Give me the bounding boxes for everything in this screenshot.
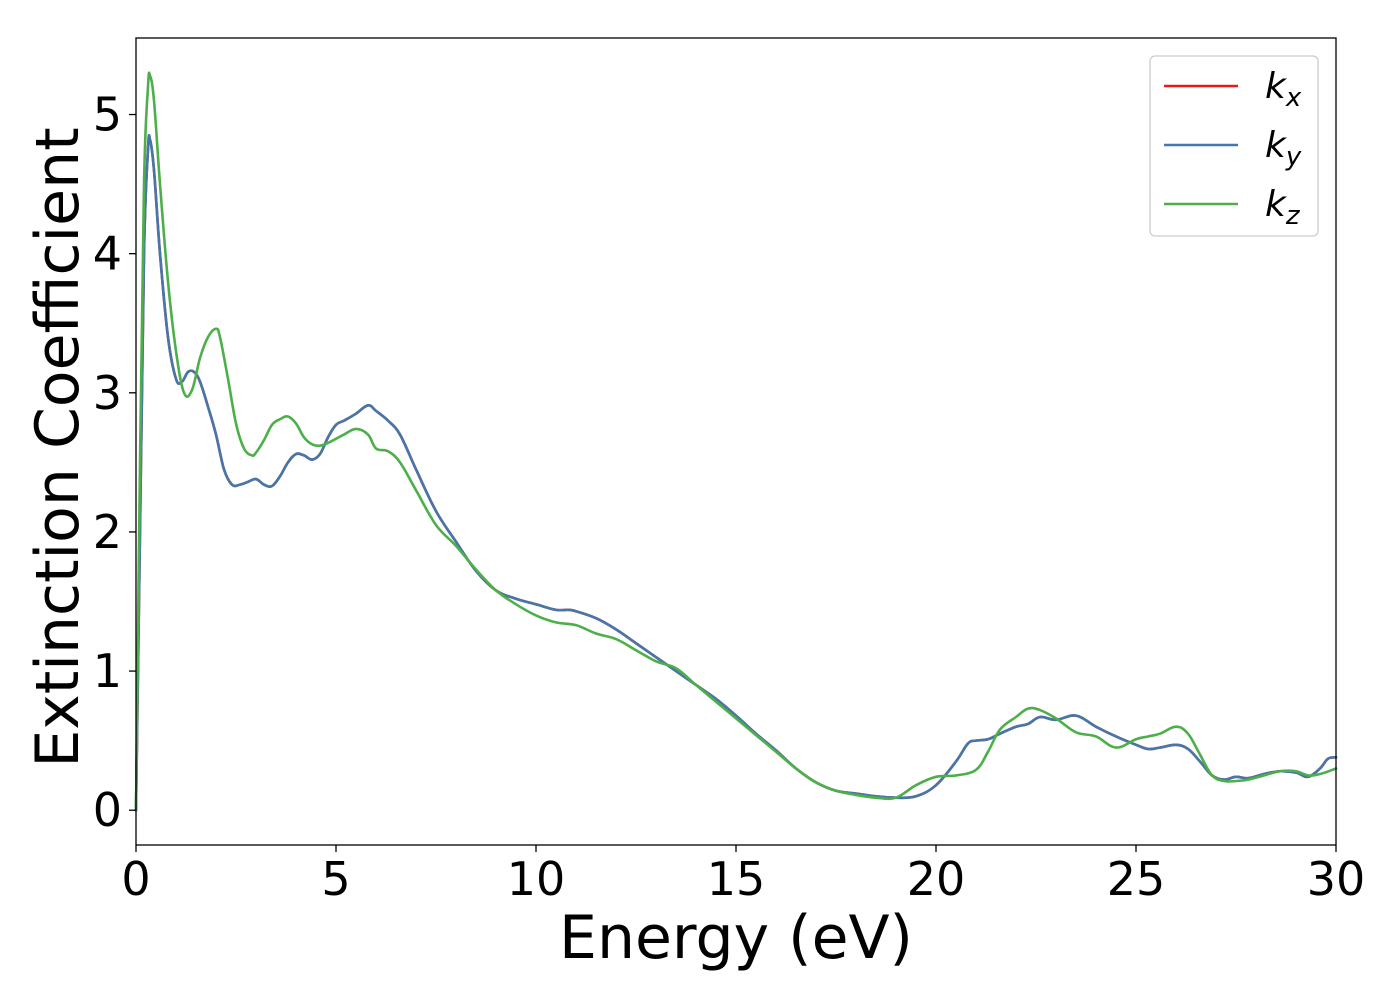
x-tick-label: 25 xyxy=(1107,852,1166,906)
series-line-k-y xyxy=(134,134,1338,812)
y-tick-label: 4 xyxy=(93,227,122,281)
x-tick-label: 0 xyxy=(121,852,150,906)
series-line-k-z xyxy=(134,71,1338,812)
legend-label: kz xyxy=(1265,184,1301,231)
legend-label: kx xyxy=(1265,66,1302,113)
x-axis: 0 5 10 15 20 25 30 xyxy=(121,845,1365,906)
legend-label: ky xyxy=(1265,125,1302,172)
x-tick-label: 5 xyxy=(321,852,350,906)
x-axis-label: Energy (eV) xyxy=(559,903,913,973)
y-tick-label: 3 xyxy=(93,366,122,420)
x-tick-label: 20 xyxy=(907,852,966,906)
y-tick-label: 1 xyxy=(93,644,122,698)
y-axis: 0 1 2 3 4 5 xyxy=(93,88,136,837)
series-layer xyxy=(134,71,1338,812)
y-axis-label: Extinction Coefficient xyxy=(23,127,93,767)
legend: kx ky kz xyxy=(1149,55,1319,237)
x-tick-label: 15 xyxy=(707,852,766,906)
x-tick-label: 30 xyxy=(1307,852,1366,906)
y-tick-label: 2 xyxy=(93,505,122,559)
y-tick-label: 5 xyxy=(93,88,122,142)
y-tick-label: 0 xyxy=(93,783,122,837)
x-tick-label: 10 xyxy=(507,852,566,906)
